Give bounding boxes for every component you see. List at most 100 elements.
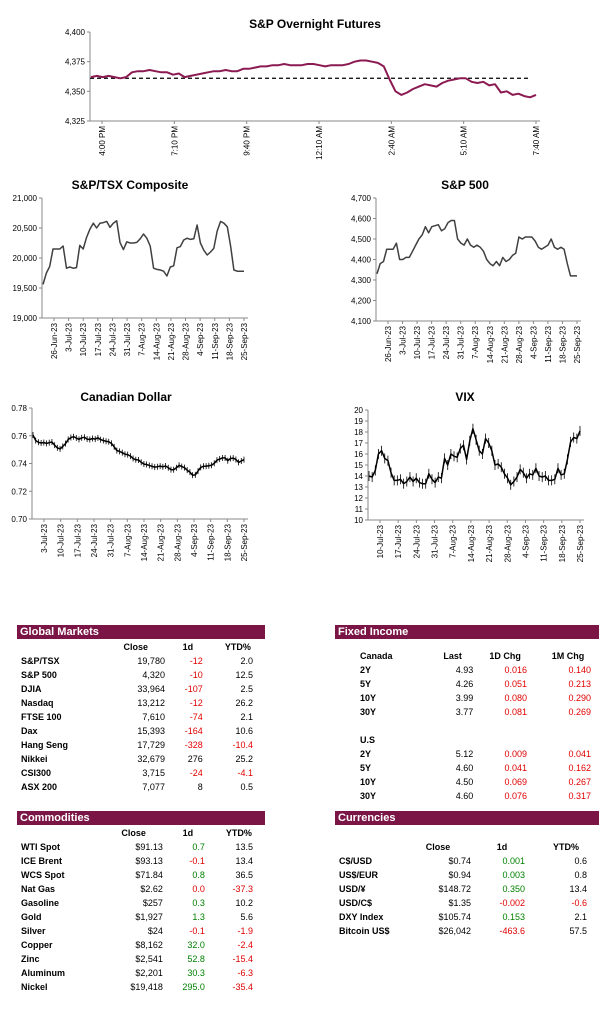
table-row: S&P 500 4,320 -10 12.5 <box>17 668 265 682</box>
x-tick-label: 12:10 AM <box>315 126 324 160</box>
x-tick-label: 10-Jul-23 <box>413 325 422 359</box>
table-row: DXY Index $105.74 0.153 2.1 <box>335 910 599 924</box>
x-tick-label: 26-Jun-23 <box>50 322 59 359</box>
row-ytd: -1.9 <box>237 926 253 936</box>
row-name: 30Y <box>360 707 377 717</box>
row-1d: 30.3 <box>187 968 205 978</box>
table-row: Nasdaq 13,212 -12 26.2 <box>17 696 265 710</box>
row-ytd: 2.0 <box>240 656 253 666</box>
x-tick-label: 14-Aug-23 <box>152 322 161 360</box>
y-tick-label: 4,400 <box>351 256 372 265</box>
row-name: ICE Brent <box>21 856 63 866</box>
row-close: $1,927 <box>135 912 163 922</box>
y-tick-label: 16 <box>354 450 363 459</box>
table-row: 30Y 4.60 0.076 0.317 <box>335 789 599 803</box>
sp500-chart: S&P 500 4,700 4,600 4,500 4,400 4,300 4,200 4,1… <box>300 175 600 375</box>
x-tick-label: 4-Sep-23 <box>521 524 530 557</box>
col-close: Close <box>123 642 149 652</box>
row-1d: 295.0 <box>182 982 205 992</box>
row-1d: 8 <box>197 782 203 792</box>
row-ytd: 0.5 <box>240 782 253 792</box>
y-tick-label: 14 <box>354 472 363 481</box>
row-close: $0.94 <box>448 870 471 880</box>
x-tick-label: 17-Jul-23 <box>428 325 437 359</box>
row-last: 4.60 <box>455 763 474 773</box>
row-close: 33,964 <box>137 684 165 694</box>
table-header-row: Close 1d YTD% <box>17 826 265 840</box>
row-1d: 1.3 <box>192 912 205 922</box>
row-name: Copper <box>21 940 53 950</box>
chart-title: S&P/TSX Composite <box>72 178 189 192</box>
x-tick-label: 14-Aug-23 <box>467 524 476 562</box>
row-1d: 0.0 <box>192 884 205 894</box>
y-tick-label: 4,325 <box>65 117 86 126</box>
table-row: C$/USD $0.74 0.001 0.6 <box>335 854 599 868</box>
row-1d: -164 <box>184 726 203 736</box>
row-close: $19,418 <box>130 982 163 992</box>
row-name: DXY Index <box>339 912 384 922</box>
row-ytd: 25.2 <box>235 754 253 764</box>
series-line <box>368 427 581 486</box>
x-tick-label: 14-Aug-23 <box>486 325 495 363</box>
y-tick-label: 4,350 <box>65 87 86 96</box>
row-last: 3.99 <box>455 693 474 703</box>
x-tick-label: 31-Jul-23 <box>431 524 440 558</box>
row-name: ASX 200 <box>21 782 58 792</box>
row-ytd: 2.1 <box>574 912 587 922</box>
row-1d: -0.1 <box>189 856 205 866</box>
x-tick-label: 21-Aug-23 <box>157 523 166 561</box>
row-name: USD/¥ <box>339 884 366 894</box>
x-tick-label: 11-Sep-23 <box>207 523 216 560</box>
table-row: Nat Gas $2.62 0.0 -37.3 <box>17 882 265 896</box>
canada-label: Canada <box>360 651 393 661</box>
x-tick-label: 25-Sep-23 <box>240 322 249 360</box>
x-tick-label: 31-Jul-23 <box>123 322 132 356</box>
y-tick-label: 4,100 <box>351 317 372 326</box>
row-close: 32,679 <box>137 754 165 764</box>
table-row: Silver $24 -0.1 -1.9 <box>17 924 265 938</box>
col-close: Close <box>121 828 146 838</box>
y-tick-label: 0.74 <box>11 460 27 469</box>
col-1d-chg: 1D Chg <box>489 651 521 661</box>
currencies-header: Currencies <box>335 811 599 825</box>
row-name: 5Y <box>360 763 372 773</box>
series-line <box>376 219 577 277</box>
row-name: 2Y <box>360 749 372 759</box>
x-tick-label: 7-Aug-23 <box>449 524 458 557</box>
row-1d: -328 <box>184 740 203 750</box>
y-tick-label: 20,000 <box>13 254 38 263</box>
y-tick-label: 4,400 <box>65 28 86 37</box>
y-tick-label: 21,000 <box>13 194 38 203</box>
row-last: 4.26 <box>455 679 474 689</box>
row-ytd: -0.6 <box>571 898 587 908</box>
row-name: Nickel <box>21 982 48 992</box>
table-header-row: Close 1d YTD% <box>17 640 265 654</box>
row-1d: -24 <box>189 768 203 778</box>
row-name: 10Y <box>360 693 377 703</box>
x-tick-label: 31-Jul-23 <box>457 325 466 359</box>
row-close: 15,393 <box>137 726 165 736</box>
chart-title: VIX <box>455 390 474 404</box>
y-tick-label: 0.72 <box>11 487 27 496</box>
x-tick-label: 24-Jul-23 <box>442 325 451 359</box>
x-tick-label: 26-Jun-23 <box>384 325 393 362</box>
x-tick-label: 25-Sep-23 <box>576 524 585 562</box>
row-close: $93.13 <box>135 856 163 866</box>
row-1d: 0.001 <box>502 856 525 866</box>
row-1m-chg: 0.269 <box>568 707 591 717</box>
y-tick-label: 20,500 <box>13 224 38 233</box>
row-close: $1.35 <box>448 898 471 908</box>
row-1m-chg: 0.041 <box>568 749 591 759</box>
row-name: 2Y <box>360 665 372 675</box>
y-tick-label: 13 <box>354 483 363 492</box>
table-row: 10Y 3.99 0.080 0.290 <box>335 691 599 705</box>
row-1d: -0.1 <box>189 926 205 936</box>
fixed-income-header: Fixed Income <box>335 625 599 639</box>
row-ytd: 57.5 <box>569 926 587 936</box>
table-row: US$/EUR $0.94 0.003 0.8 <box>335 868 599 882</box>
row-ytd: 2.1 <box>240 712 253 722</box>
table-row: Dax 15,393 -164 10.6 <box>17 724 265 738</box>
x-tick-label: 21-Aug-23 <box>167 322 176 360</box>
row-close: 13,212 <box>137 698 165 708</box>
row-ytd: -37.3 <box>232 884 253 894</box>
